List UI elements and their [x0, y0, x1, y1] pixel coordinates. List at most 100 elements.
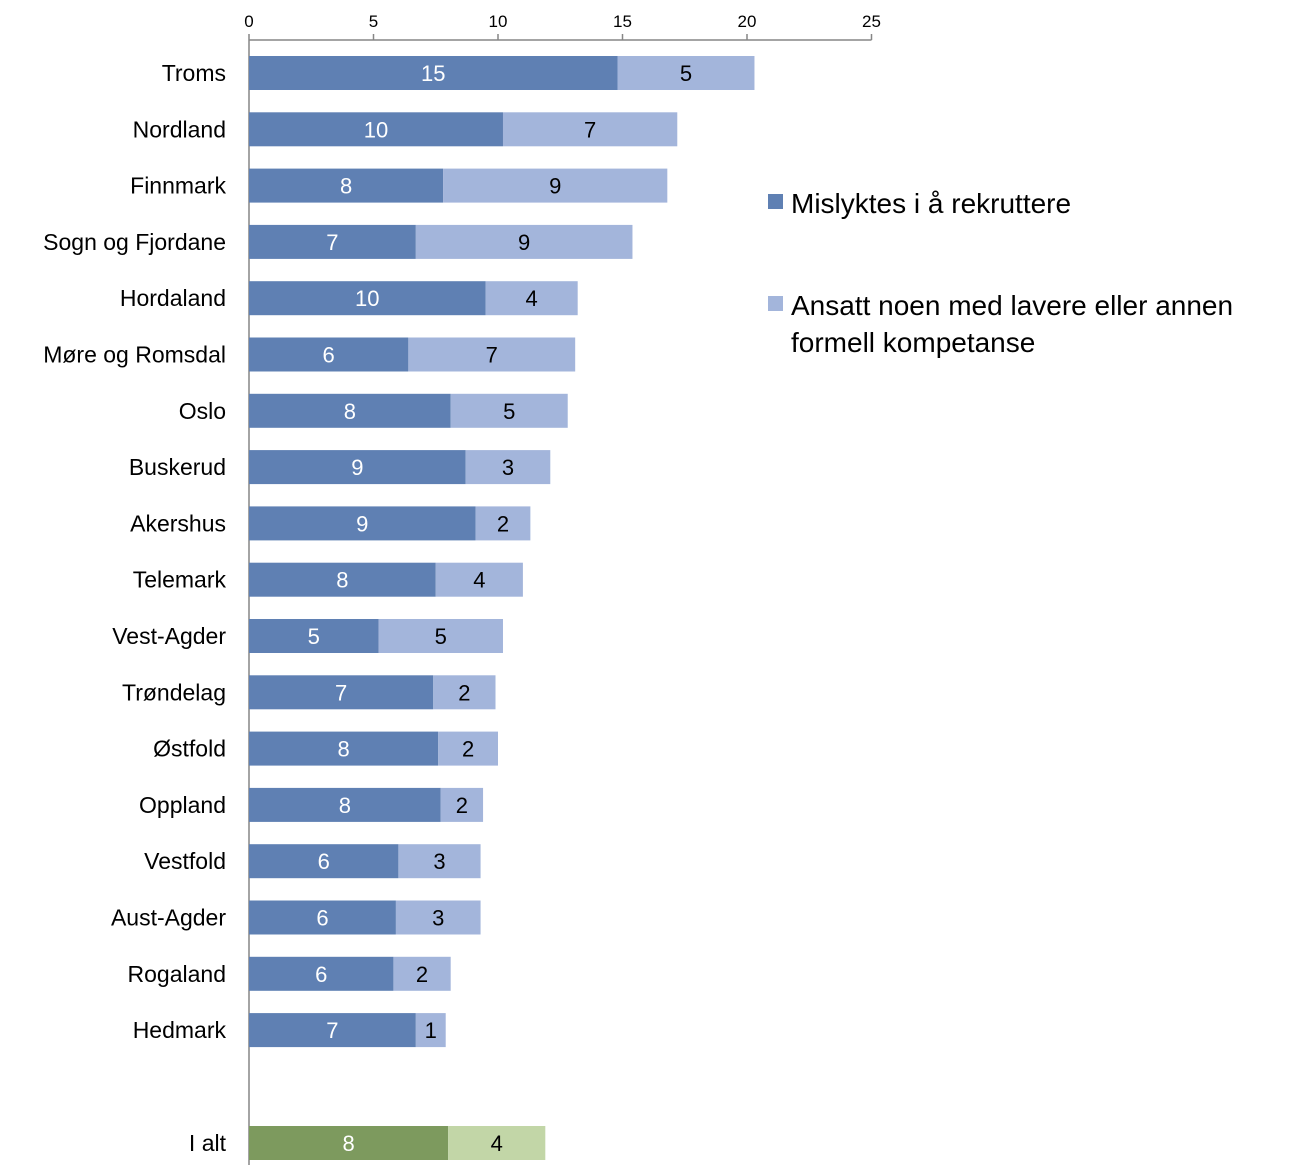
bar-segment [443, 168, 668, 203]
data-label: 2 [456, 793, 468, 818]
bar-segment [249, 844, 399, 879]
data-label: 6 [315, 962, 327, 987]
bar-segment [249, 787, 441, 822]
category-label: Oppland [139, 792, 226, 818]
bar-segment [249, 731, 439, 766]
data-label: 9 [351, 455, 363, 480]
data-label: 3 [502, 455, 514, 480]
bar-segment [249, 562, 436, 597]
x-tick-label: 20 [738, 12, 757, 31]
bar-segment [440, 787, 484, 822]
category-label: Troms [162, 60, 226, 86]
bar-segment [249, 900, 396, 935]
bar-segment [249, 112, 503, 147]
data-label: 6 [323, 343, 335, 368]
category-label: Trøndelag [122, 679, 226, 705]
category-label: Telemark [133, 567, 227, 593]
bar-segment [475, 506, 531, 541]
x-tick-label: 25 [862, 12, 881, 31]
data-label: 4 [491, 1131, 503, 1156]
bar-segment [249, 224, 416, 259]
data-label: 6 [318, 849, 330, 874]
data-label: 2 [416, 962, 428, 987]
legend-label: Ansatt noen med lavere eller annen [791, 290, 1233, 321]
data-label: 5 [435, 624, 447, 649]
data-label: 10 [364, 117, 388, 142]
bar-segment [617, 56, 755, 90]
bar-segment [393, 956, 451, 991]
legend-label: Mislyktes i å rekruttere [791, 188, 1071, 219]
bar-segment [249, 506, 476, 541]
bar-segment [408, 337, 576, 372]
data-label: 3 [433, 849, 445, 874]
data-label: 10 [355, 286, 379, 311]
bar-segment [249, 450, 466, 485]
data-label: 5 [308, 624, 320, 649]
bar-segment [249, 1013, 416, 1048]
x-tick-label: 10 [489, 12, 508, 31]
data-label: 9 [549, 174, 561, 199]
category-label: Hedmark [133, 1017, 227, 1043]
data-label: 7 [486, 343, 498, 368]
data-label: 4 [473, 568, 485, 593]
bar-segment [378, 619, 503, 653]
category-label: Rogaland [128, 961, 226, 987]
data-label: 3 [432, 906, 444, 931]
bar-segment [249, 619, 379, 653]
bar-segment [249, 168, 444, 203]
data-label: 9 [356, 511, 368, 536]
legend-swatch [768, 296, 783, 311]
bar-segment [249, 956, 394, 991]
data-label: 1 [425, 1018, 437, 1043]
bar-segment [435, 562, 523, 597]
data-label: 5 [503, 399, 515, 424]
category-label: Akershus [130, 510, 226, 536]
data-label: 8 [342, 1131, 354, 1156]
bar-segment [438, 731, 498, 766]
data-label: 2 [462, 737, 474, 762]
bar-segment [249, 675, 434, 710]
x-tick-label: 5 [369, 12, 378, 31]
category-label: Oslo [179, 398, 226, 424]
category-label: Hordaland [120, 285, 226, 311]
data-label: 7 [326, 1018, 338, 1043]
bar-segment [398, 844, 481, 879]
data-label: 6 [316, 906, 328, 931]
category-label: Vestfold [144, 848, 226, 874]
bar-segment [502, 112, 678, 147]
data-label: 4 [525, 286, 537, 311]
data-label: 2 [497, 511, 509, 536]
bar-segment [415, 1013, 446, 1048]
data-label: 7 [584, 117, 596, 142]
data-label: 8 [344, 399, 356, 424]
bar-segment [465, 450, 551, 485]
bar-segment [249, 56, 618, 90]
legend-label: formell kompetanse [791, 327, 1035, 358]
category-label: Vest-Agder [112, 623, 226, 649]
legend-swatch [768, 194, 783, 209]
data-label: 5 [680, 61, 692, 86]
category-label: Sogn og Fjordane [43, 229, 226, 255]
bar-segment [249, 393, 451, 428]
data-label: 7 [326, 230, 338, 255]
bar-segment [485, 281, 578, 316]
category-label: Finnmark [130, 173, 226, 199]
bar-segment [395, 900, 481, 935]
data-label: 8 [340, 174, 352, 199]
bar-segment [249, 281, 486, 316]
data-label: 15 [421, 61, 445, 86]
x-tick-label: 15 [613, 12, 632, 31]
category-label: Buskerud [129, 454, 226, 480]
category-label: Nordland [133, 116, 226, 142]
bar-segment [448, 1126, 546, 1160]
category-label: Aust-Agder [111, 905, 226, 931]
category-label: I alt [189, 1130, 227, 1156]
data-label: 8 [339, 793, 351, 818]
bar-segment [433, 675, 496, 710]
data-label: 8 [337, 737, 349, 762]
category-label: Møre og Romsdal [43, 342, 226, 368]
data-label: 9 [518, 230, 530, 255]
bar-segment [249, 337, 409, 372]
